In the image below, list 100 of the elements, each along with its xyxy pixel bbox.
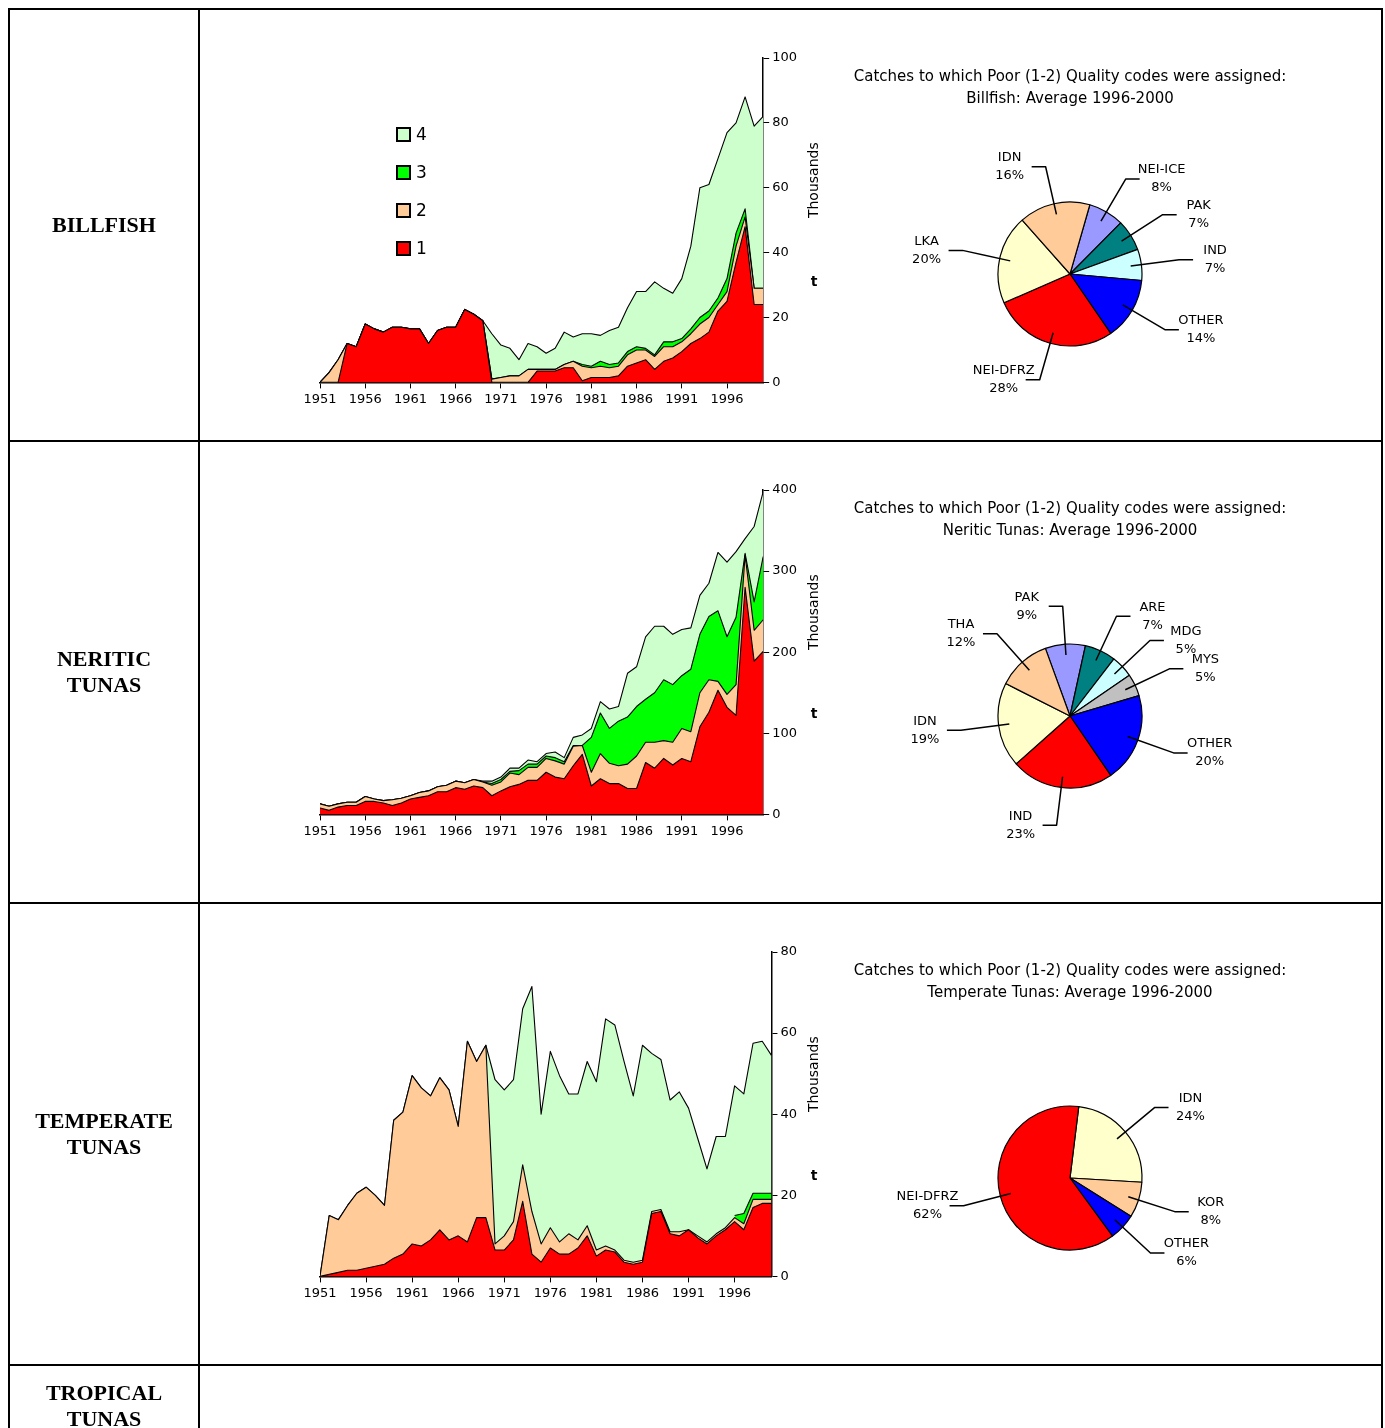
data-label: 8% [1200, 1212, 1222, 1227]
data-label: 19% [910, 730, 940, 746]
legend-label: 1 [416, 238, 427, 258]
slice-label: LKA [914, 232, 939, 248]
data-label: 23% [1006, 825, 1036, 841]
text: t [810, 272, 818, 289]
slice-label: IND [1008, 807, 1033, 823]
x-tick-label: 1951 [303, 390, 337, 406]
x-tick-label: 1981 [579, 1284, 613, 1300]
data-label: 6% [1176, 1253, 1197, 1269]
text: NERITIC TUNAS [10, 442, 200, 902]
slice-label: IDN [913, 712, 937, 728]
chart-title: Catches to which Poor (1-2) Quality codes were assigned: [853, 960, 1287, 979]
chart-title: Catches to which Poor (1-2) Quality codes were assigned: [853, 66, 1287, 85]
text: t [810, 1166, 818, 1183]
data-label: 16% [995, 167, 1025, 183]
y-axis-title: Thousands [804, 1036, 821, 1114]
data-label: 12% [946, 634, 976, 650]
x-tick-label: 1991 [665, 822, 699, 838]
slice-label: IDN [1178, 1089, 1203, 1105]
slice-label: KOR [1197, 1194, 1225, 1209]
x-tick-label: 1986 [620, 822, 654, 838]
y-tick-label: 300 [772, 562, 798, 578]
data-label: 28% [989, 380, 1019, 396]
x-tick-label: 1956 [349, 1284, 383, 1300]
chart-subtitle: Neritic Tunas: Average 1996-2000 [942, 520, 1198, 539]
chart-subtitle: Billfish: Average 1996-2000 [966, 88, 1174, 107]
y-tick-label: 200 [772, 643, 798, 659]
y-tick-label: 0 [772, 805, 781, 821]
legend-label: 3 [416, 162, 427, 182]
data-label: 62% [913, 1206, 943, 1222]
data-label: 8% [1151, 179, 1172, 195]
chart-title: Catches to which Poor (1-2) Quality codes were assigned: [853, 498, 1287, 517]
text: t [810, 704, 818, 721]
data-label: 5% [1195, 669, 1216, 685]
x-tick-label: 1961 [393, 822, 427, 838]
text: TROPICAL TUNAS [10, 1366, 200, 1428]
x-tick-label: 1976 [529, 390, 563, 406]
x-tick-label: 1976 [529, 822, 563, 838]
x-tick-label: 1981 [574, 822, 608, 838]
text: BILLFISH [10, 10, 200, 440]
slice-label: NEI-DFRZ [972, 362, 1035, 378]
x-tick-label: 1966 [441, 1284, 475, 1300]
slice-label: NEI-ICE [1137, 161, 1186, 177]
slice-label: OTHER [1163, 1235, 1210, 1251]
y-tick-label: 0 [780, 1267, 789, 1283]
x-tick-label: 1956 [348, 390, 382, 406]
y-tick-label: 80 [780, 943, 797, 959]
data-label: 7% [1204, 260, 1226, 276]
data-label: 9% [1016, 606, 1038, 622]
y-axis-title: Thousands [804, 574, 821, 652]
data-label: 24% [1176, 1107, 1205, 1123]
data-label: 20% [912, 250, 942, 266]
x-tick-label: 1996 [718, 1284, 752, 1300]
y-axis-title: Thousands [804, 142, 821, 220]
slice-label: MDG [1170, 622, 1202, 638]
x-tick-label: 1971 [484, 390, 518, 406]
x-tick-label: 1966 [439, 390, 473, 406]
x-tick-label: 1976 [533, 1284, 567, 1300]
y-tick-label: 20 [772, 308, 789, 324]
x-tick-label: 1986 [625, 1284, 660, 1300]
x-tick-label: 1981 [574, 390, 608, 406]
data-label: 20% [1195, 753, 1225, 769]
y-tick-label: 100 [772, 49, 798, 65]
slice-label: THA [946, 616, 975, 632]
slice-label: OTHER [1178, 312, 1224, 328]
x-tick-label: 1951 [303, 822, 337, 838]
y-tick-label: 400 [772, 481, 798, 497]
x-tick-label: 1966 [439, 822, 473, 838]
data-label: 14% [1186, 330, 1216, 346]
data-label: 7% [1188, 215, 1209, 231]
x-tick-label: 1971 [487, 1284, 521, 1300]
y-tick-label: 40 [780, 1105, 797, 1121]
y-tick-label: 20 [780, 1186, 797, 1202]
chart-subtitle: Temperate Tunas: Average 1996-2000 [926, 982, 1213, 1001]
text: TEMPERATE TUNAS [10, 904, 200, 1364]
x-tick-label: 1986 [620, 390, 654, 406]
x-tick-label: 1951 [303, 1284, 337, 1300]
y-tick-label: 100 [772, 724, 798, 740]
x-tick-label: 1961 [393, 390, 427, 406]
y-tick-label: 60 [780, 1024, 797, 1040]
legend-label: 4 [416, 124, 427, 144]
slice-label: PAK [1186, 197, 1212, 213]
slice-label: MYS [1191, 651, 1220, 667]
x-tick-label: 1971 [484, 822, 518, 838]
x-tick-label: 1961 [395, 1284, 429, 1300]
x-tick-label: 1996 [710, 822, 744, 838]
legend-label: 2 [416, 200, 427, 220]
x-tick-label: 1991 [665, 390, 699, 406]
slice-label: OTHER [1187, 735, 1233, 751]
slice-label: NEI-DFRZ [896, 1188, 959, 1204]
slice-label: PAK [1014, 588, 1040, 604]
y-tick-label: 80 [772, 114, 789, 130]
x-tick-label: 1991 [671, 1284, 706, 1300]
slice-label: IND [1203, 242, 1227, 258]
x-tick-label: 1996 [710, 390, 744, 406]
data-label: 7% [1142, 616, 1163, 632]
slice-label: IDN [997, 149, 1022, 165]
x-tick-label: 1956 [348, 822, 382, 838]
y-tick-label: 60 [772, 179, 789, 195]
